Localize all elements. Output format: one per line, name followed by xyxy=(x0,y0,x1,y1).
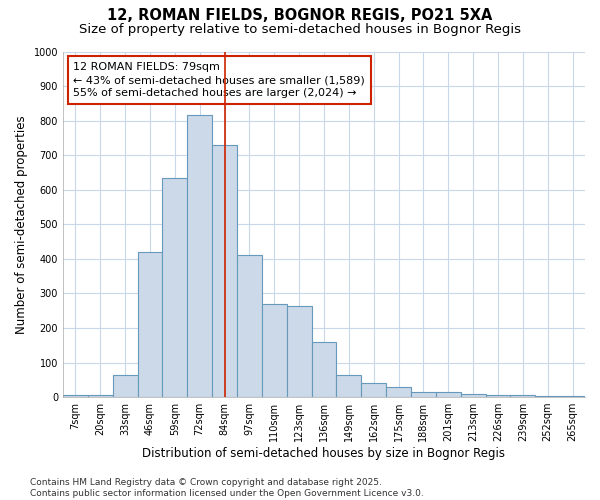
Text: Size of property relative to semi-detached houses in Bognor Regis: Size of property relative to semi-detach… xyxy=(79,22,521,36)
Bar xyxy=(262,304,287,397)
Text: 12, ROMAN FIELDS, BOGNOR REGIS, PO21 5XA: 12, ROMAN FIELDS, BOGNOR REGIS, PO21 5XA xyxy=(107,8,493,22)
Bar xyxy=(237,256,262,397)
Bar xyxy=(535,396,560,397)
X-axis label: Distribution of semi-detached houses by size in Bognor Regis: Distribution of semi-detached houses by … xyxy=(142,447,505,460)
Bar xyxy=(386,388,411,397)
Bar xyxy=(436,392,461,397)
Bar xyxy=(361,382,386,397)
Bar xyxy=(113,374,137,397)
Bar xyxy=(212,145,237,397)
Text: 12 ROMAN FIELDS: 79sqm
← 43% of semi-detached houses are smaller (1,589)
55% of : 12 ROMAN FIELDS: 79sqm ← 43% of semi-det… xyxy=(73,62,365,98)
Bar xyxy=(163,178,187,397)
Bar xyxy=(511,396,535,397)
Bar xyxy=(560,396,585,397)
Bar xyxy=(461,394,485,397)
Bar xyxy=(485,396,511,397)
Bar xyxy=(287,306,311,397)
Text: Contains HM Land Registry data © Crown copyright and database right 2025.
Contai: Contains HM Land Registry data © Crown c… xyxy=(30,478,424,498)
Bar xyxy=(63,396,88,397)
Bar xyxy=(311,342,337,397)
Bar xyxy=(187,116,212,397)
Bar xyxy=(337,374,361,397)
Y-axis label: Number of semi-detached properties: Number of semi-detached properties xyxy=(15,115,28,334)
Bar xyxy=(137,252,163,397)
Bar xyxy=(411,392,436,397)
Bar xyxy=(88,396,113,397)
